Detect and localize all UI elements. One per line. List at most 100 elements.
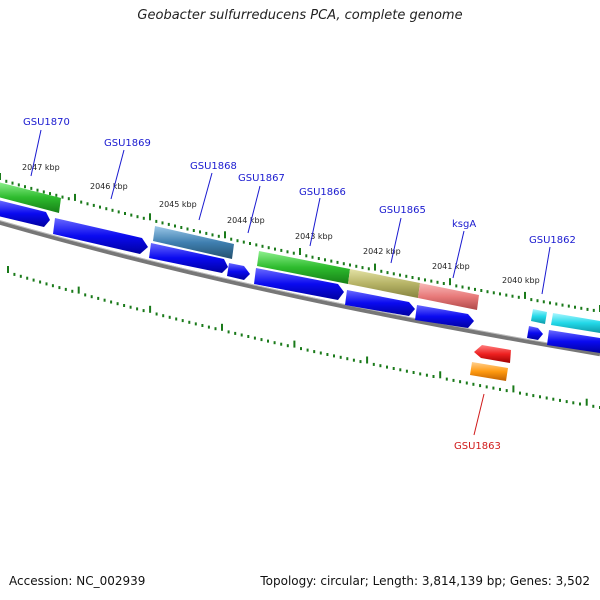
minor-tick [574,305,576,309]
major-tick [293,340,296,348]
minor-tick [188,320,191,324]
outer-tick-row [0,173,600,312]
minor-tick [549,301,551,305]
minor-tick [572,401,575,405]
minor-tick [230,237,233,241]
minor-tick [211,233,214,237]
kbp-label: 2047 kbp [22,163,60,172]
major-tick [149,305,152,313]
minor-tick [99,205,101,209]
minor-tick [459,380,462,384]
kbp-label: 2040 kbp [502,276,540,285]
minor-tick [359,360,362,364]
minor-tick [342,262,345,266]
minor-tick [349,263,351,267]
major-tick [524,291,526,299]
minor-tick [419,372,422,376]
minor-tick [324,258,326,262]
minor-tick [474,287,476,291]
minor-tick [123,304,126,307]
minor-tick [311,255,314,259]
minor-tick [80,200,83,204]
major-tick [512,385,515,393]
genome-summary-text: Topology: circular; Length: 3,814,139 bp… [260,574,590,588]
major-tick [7,266,9,273]
minor-tick [199,230,201,234]
major-tick [74,193,76,201]
minor-tick [530,298,533,302]
minor-tick [352,358,355,362]
minor-tick [64,287,67,291]
minor-tick [19,274,22,278]
major-tick [224,231,226,239]
minor-tick [234,331,237,335]
minor-tick [24,185,26,189]
minor-tick [392,367,395,370]
minor-tick [103,298,106,302]
minor-tick [217,234,220,238]
minor-tick [273,341,276,345]
minor-tick [592,404,595,408]
minor-tick [317,257,320,260]
minor-tick [355,264,358,268]
minor-tick [333,354,335,358]
minor-tick [539,395,541,399]
minor-tick [116,302,119,306]
minor-tick [111,208,114,212]
minor-tick [49,192,51,196]
minor-tick [505,293,508,297]
feature-gsu1865 [348,269,420,298]
minor-tick [432,375,435,378]
major-tick [77,286,80,294]
minor-tick [300,347,302,351]
minor-tick [236,239,239,243]
minor-tick [280,342,283,346]
minor-tick [319,351,322,355]
minor-tick [240,333,243,337]
minor-tick [162,314,165,318]
minor-tick [51,284,54,288]
minor-tick [480,289,483,292]
gene-label-gsu1870: GSU1870 [23,117,70,128]
minor-tick [430,279,433,283]
cds-arrow [227,263,250,280]
minor-tick [17,183,20,187]
minor-tick [136,307,139,311]
minor-tick [260,338,263,342]
minor-tick [161,221,164,225]
major-tick [366,356,369,364]
minor-tick [5,179,8,183]
cds-arrow [254,268,344,300]
minor-tick [39,280,42,284]
minor-tick [274,247,276,251]
cds-arrow [0,200,50,227]
minor-tick [425,373,428,377]
minor-tick [555,302,558,306]
cds-arrow [345,290,415,316]
minor-tick [181,319,184,323]
minor-tick [175,317,178,321]
minor-tick [465,381,468,385]
minor-tick [201,324,204,327]
minor-tick [84,293,87,297]
minor-tick [536,299,539,303]
minor-tick [545,396,548,400]
minor-tick [472,382,475,386]
minor-tick [452,378,455,382]
minor-tick [424,278,426,282]
major-tick [374,263,376,271]
minor-tick [186,227,189,231]
cds-arrow [415,305,474,328]
kbp-label: 2046 kbp [90,182,128,191]
minor-tick [399,273,401,277]
feature-gsu1870 [0,182,61,213]
minor-tick [567,304,570,308]
minor-tick [380,269,383,273]
minor-tick [142,216,145,220]
minor-tick [511,294,514,298]
minor-tick [379,364,382,368]
minor-tick [386,271,389,275]
minor-tick [242,240,245,244]
minor-tick [313,350,316,354]
minor-tick [339,355,342,359]
